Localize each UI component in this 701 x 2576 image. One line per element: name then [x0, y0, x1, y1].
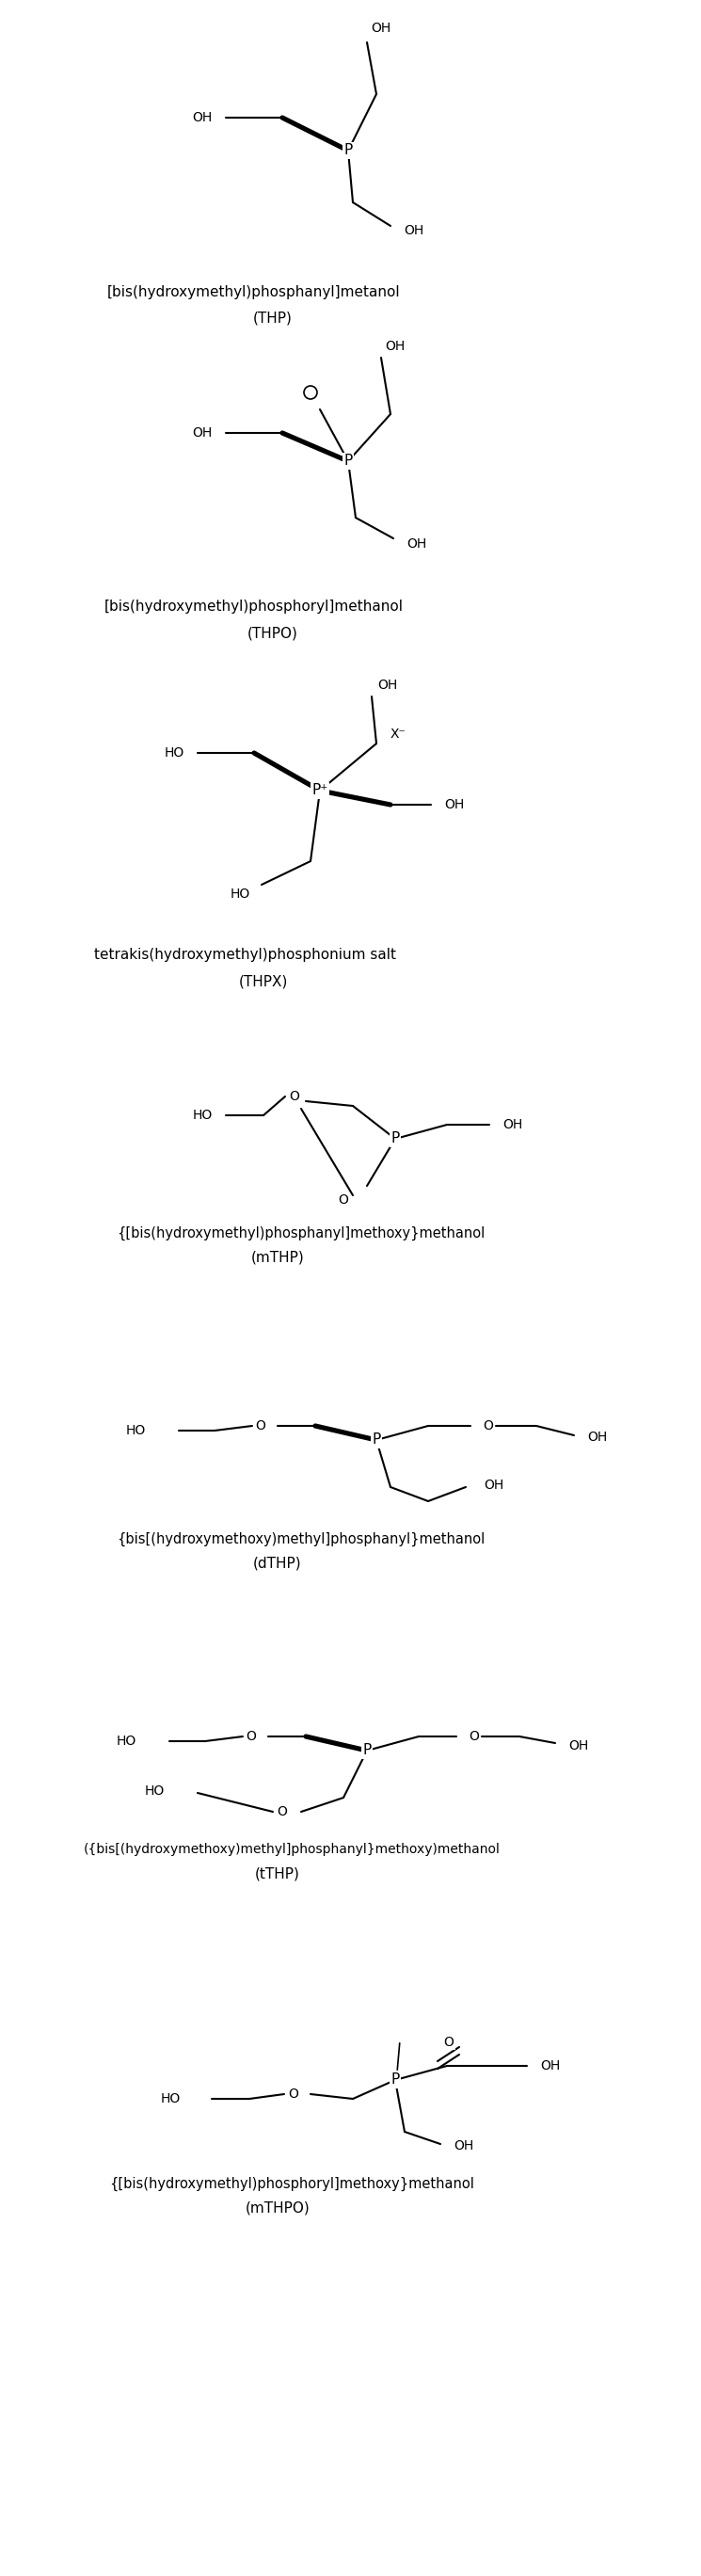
Text: P: P: [343, 144, 353, 157]
Text: O: O: [444, 2035, 454, 2048]
Text: O: O: [290, 1090, 299, 1103]
Text: OH: OH: [484, 1479, 504, 1492]
Text: [bis(hydroxymethyl)phosphoryl]methanol: [bis(hydroxymethyl)phosphoryl]methanol: [104, 600, 404, 613]
Text: (THP): (THP): [253, 312, 292, 325]
Text: O: O: [339, 1193, 348, 1206]
Text: P: P: [343, 453, 353, 469]
Text: OH: OH: [540, 2058, 560, 2074]
Text: OH: OH: [192, 111, 212, 124]
Text: P: P: [391, 2074, 400, 2087]
Text: OH: OH: [385, 340, 405, 353]
Text: OH: OH: [444, 799, 465, 811]
Text: HO: HO: [116, 1734, 137, 1747]
Text: HO: HO: [126, 1425, 146, 1437]
Text: OH: OH: [454, 2138, 474, 2154]
Text: P: P: [372, 1432, 381, 1448]
Text: O: O: [468, 1731, 479, 1744]
Text: O: O: [277, 1806, 287, 1819]
Text: HO: HO: [230, 889, 250, 902]
Text: OH: OH: [503, 1118, 523, 1131]
Text: (tTHP): (tTHP): [255, 1868, 300, 1880]
Text: [bis(hydroxymethyl)phosphanyl]metanol: [bis(hydroxymethyl)phosphanyl]metanol: [107, 286, 401, 299]
Text: OH: OH: [404, 224, 424, 237]
Text: X⁻: X⁻: [390, 726, 407, 742]
Text: (mTHP): (mTHP): [251, 1249, 304, 1265]
Text: P: P: [391, 1131, 400, 1146]
Text: O: O: [483, 1419, 493, 1432]
Text: HO: HO: [164, 747, 184, 760]
Text: O: O: [255, 1419, 266, 1432]
Text: {[bis(hydroxymethyl)phosphanyl]methoxy}methanol: {[bis(hydroxymethyl)phosphanyl]methoxy}m…: [117, 1226, 485, 1239]
Text: O: O: [246, 1731, 256, 1744]
Text: P⁺: P⁺: [312, 783, 328, 799]
Text: (THPO): (THPO): [247, 626, 298, 641]
Text: {bis[(hydroxymethoxy)methyl]phosphanyl}methanol: {bis[(hydroxymethoxy)methyl]phosphanyl}m…: [117, 1533, 485, 1546]
Circle shape: [304, 386, 317, 399]
Text: P: P: [362, 1744, 372, 1757]
Text: O: O: [288, 2087, 299, 2099]
Text: (dTHP): (dTHP): [253, 1556, 302, 1571]
Text: HO: HO: [161, 2092, 181, 2105]
Text: {[bis(hydroxymethyl)phosphoryl]methoxy}methanol: {[bis(hydroxymethyl)phosphoryl]methoxy}m…: [109, 2177, 474, 2190]
Text: OH: OH: [407, 538, 427, 551]
Text: (mTHPO): (mTHPO): [245, 2200, 310, 2215]
Text: OH: OH: [569, 1739, 589, 1752]
Text: OH: OH: [587, 1430, 608, 1443]
Text: OH: OH: [371, 21, 391, 36]
Text: tetrakis(hydroxymethyl)phosphonium salt: tetrakis(hydroxymethyl)phosphonium salt: [94, 948, 395, 963]
Text: (THPX): (THPX): [239, 974, 288, 989]
Text: HO: HO: [192, 1108, 212, 1123]
Text: OH: OH: [378, 677, 397, 693]
Text: OH: OH: [192, 428, 212, 440]
Text: HO: HO: [144, 1785, 165, 1798]
Text: ({bis[(hydroxymethoxy)methyl]phosphanyl}methoxy)methanol: ({bis[(hydroxymethoxy)methyl]phosphanyl}…: [83, 1842, 500, 1855]
Text: O: O: [306, 386, 315, 399]
